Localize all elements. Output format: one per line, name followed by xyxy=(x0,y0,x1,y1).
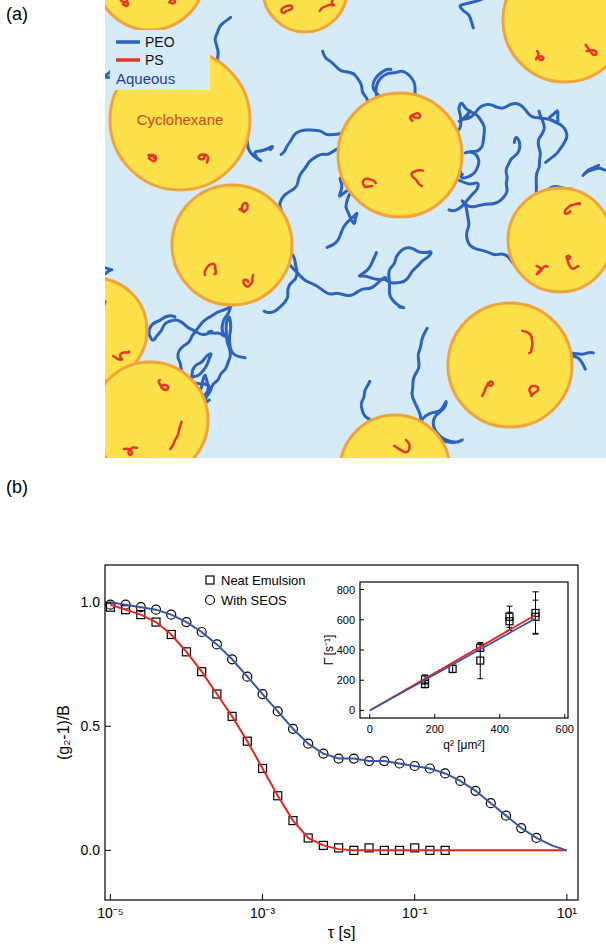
x-tick xyxy=(566,894,567,900)
peo-chain xyxy=(583,110,606,176)
x-tick-label: 200 xyxy=(426,723,444,735)
legend-label: PEO xyxy=(145,34,175,50)
droplet-label: Cyclohexane xyxy=(137,111,224,128)
y-tick xyxy=(360,619,364,620)
cyclohexane-droplet xyxy=(340,415,450,458)
y-tick-label: 0 xyxy=(349,704,355,716)
x-tick-label: 10⁻⁵ xyxy=(97,905,123,921)
ps-chain xyxy=(537,266,548,274)
ps-chain xyxy=(412,170,423,186)
ps-chain xyxy=(281,6,292,13)
cyclohexane-droplet xyxy=(338,93,462,217)
ps-chain xyxy=(410,113,420,121)
aqueous-label: Aqueous xyxy=(116,70,175,87)
cyclohexane-droplet xyxy=(172,185,292,305)
diagram: Cyclohexane PEO PS Aqueous xyxy=(105,0,606,458)
cyclohexane-droplet xyxy=(508,188,606,292)
y-tick-label: 400 xyxy=(337,644,355,656)
fit-line xyxy=(370,615,536,711)
legend: Neat Emulsion With SEOS xyxy=(206,573,306,608)
fit-line xyxy=(110,602,567,850)
y-tick-label: 1.0 xyxy=(81,594,101,610)
cyclohexane-droplet xyxy=(263,0,347,32)
y-tick-label: 600 xyxy=(337,614,355,626)
ps-chain xyxy=(394,440,409,453)
legend-swatch xyxy=(116,58,140,62)
ps-chain xyxy=(113,352,129,360)
x-tick xyxy=(110,894,111,900)
cyclohexane-droplet xyxy=(503,0,606,82)
plot-background xyxy=(105,565,578,900)
ps-chain xyxy=(240,203,248,212)
y-tick xyxy=(105,726,111,727)
y-tick xyxy=(360,650,364,651)
data-point xyxy=(106,603,114,611)
ps-chain xyxy=(149,155,157,161)
inset-chart: 0 200 400 600 0 200 400 600 800 q² [μm²] Γ̄ [s⁻¹] xyxy=(322,582,574,752)
x-tick-label: 10⁻³ xyxy=(250,905,276,921)
x-tick-label: 400 xyxy=(491,723,509,735)
x-tick-label: 10¹ xyxy=(557,905,578,921)
ps-chain xyxy=(482,382,493,396)
x-axis-title: q² [μm²] xyxy=(443,738,485,752)
x-axis-title: τ [s] xyxy=(328,924,356,941)
ps-chain xyxy=(363,179,376,187)
ps-chain xyxy=(567,256,579,269)
plot-frame xyxy=(105,565,578,900)
ps-chain xyxy=(124,447,137,454)
ps-chain xyxy=(243,275,253,287)
legend-label: With SEOS xyxy=(221,593,287,608)
y-tick-label: 800 xyxy=(337,584,355,596)
peo-chain xyxy=(359,248,431,308)
y-tick-label: 200 xyxy=(337,674,355,686)
cyclohexane-droplet xyxy=(105,0,205,30)
x-tick xyxy=(262,894,263,900)
ps-chain xyxy=(522,331,532,353)
legend-patch xyxy=(110,30,210,90)
x-tick-label: 0 xyxy=(367,723,373,735)
fit-line xyxy=(370,619,536,711)
ps-chain xyxy=(565,203,580,214)
plot-background xyxy=(360,582,568,718)
ps-chain xyxy=(120,0,127,6)
main-chart: 10⁻⁵ 10⁻³ 10⁻¹ 10¹ 0.0 0.5 1.0 τ [s] (g₂-1)/B Nea… xyxy=(55,565,578,941)
cyclohexane-droplet xyxy=(448,303,572,427)
legend-marker xyxy=(206,596,215,605)
ps-chain xyxy=(170,422,181,449)
legend-swatch xyxy=(116,40,140,44)
y-tick xyxy=(105,850,111,851)
error-bar xyxy=(507,606,513,627)
cyclohexane-droplet xyxy=(105,362,208,458)
ps-chain xyxy=(529,386,538,396)
y-tick-label: 0.5 xyxy=(81,718,101,734)
figure: CyclohexanePEOPSAqueous(a)10⁻⁵10⁻³10⁻¹10… xyxy=(0,0,606,951)
y-tick xyxy=(360,680,364,681)
ps-chain xyxy=(105,300,106,308)
legend-label: PS xyxy=(145,52,164,68)
ps-chain xyxy=(159,380,169,390)
ps-chain xyxy=(320,0,336,11)
panel-label: (b) xyxy=(6,477,28,497)
panel-label: (a) xyxy=(6,4,28,24)
legend-marker xyxy=(206,576,214,584)
plot-frame xyxy=(360,582,568,718)
data-point xyxy=(477,657,484,664)
y-axis-title: (g₂-1)/B xyxy=(55,705,72,760)
y-tick xyxy=(360,589,364,590)
x-tick-label: 10⁻¹ xyxy=(402,905,428,921)
ps-chain xyxy=(169,0,178,3)
error-bar xyxy=(533,592,539,634)
y-tick xyxy=(360,710,364,711)
legend-label: Neat Emulsion xyxy=(221,573,306,588)
ps-chain xyxy=(536,51,544,60)
x-tick xyxy=(414,894,415,900)
ps-chain xyxy=(586,45,597,55)
y-tick-label: 0.0 xyxy=(81,842,101,858)
ps-chain xyxy=(205,264,216,275)
ps-chain xyxy=(199,154,209,162)
y-axis-title: Γ̄ [s⁻¹] xyxy=(322,635,336,666)
plot-data xyxy=(370,592,539,711)
x-tick-label: 600 xyxy=(556,723,574,735)
data-point xyxy=(506,613,513,620)
